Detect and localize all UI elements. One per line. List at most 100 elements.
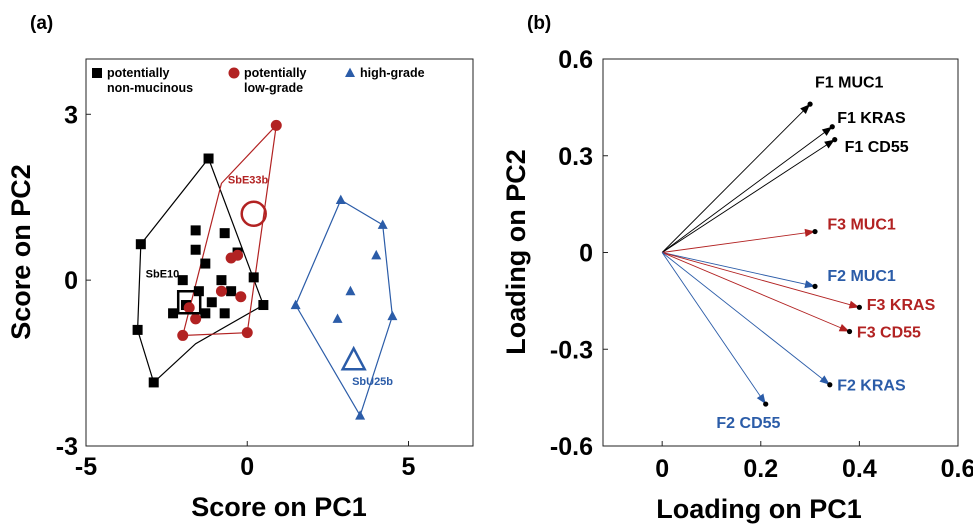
y-tick-label: 0.6 xyxy=(558,46,593,74)
vector-f2-muc1-line xyxy=(662,252,816,287)
vector-f1-muc1-arrowhead xyxy=(800,104,811,115)
potentially-low-grade-point xyxy=(190,313,202,325)
vector-f1-cd55-label: F1 CD55 xyxy=(845,139,909,156)
vector-f1-kras-label: F1 KRAS xyxy=(837,110,906,127)
vector-f1-muc1-line xyxy=(661,103,811,253)
vector-f2-kras-tip xyxy=(827,382,833,388)
panel-a-highlighted-samples: SbE33b SbE10 SbU25b xyxy=(146,174,394,388)
high-grade-point xyxy=(377,219,388,229)
potentially-non-mucinous-point xyxy=(203,153,214,164)
panel-b-ylabel: Loading on PC2 xyxy=(501,149,531,355)
x-tick-label: 0 xyxy=(655,455,669,483)
panel-a-ylabel: Score on PC2 xyxy=(6,164,36,340)
vector-f2-cd55-label: F2 CD55 xyxy=(716,415,780,432)
potentially-non-mucinous-point xyxy=(177,275,188,286)
high-grade-point xyxy=(371,249,382,260)
potentially-non-mucinous-point xyxy=(226,286,237,297)
x-tick-label: 5 xyxy=(402,453,416,481)
legend-potentially-low-grade-marker xyxy=(228,67,240,79)
vector-f1-kras-arrowhead xyxy=(821,126,833,136)
y-tick-label: 0 xyxy=(64,267,78,295)
panel-a-legend: potentiallynon-mucinouspotentiallylow-gr… xyxy=(92,66,425,95)
vector-f3-cd55-tip xyxy=(846,328,853,335)
potentially-non-mucinous-point xyxy=(135,239,146,250)
y-tick-label: -0.6 xyxy=(550,433,593,461)
vector-f3-kras-label: F3 KRAS xyxy=(867,297,936,314)
vector-f2-kras-line xyxy=(661,252,831,386)
potentially-low-grade-point xyxy=(270,119,282,131)
vector-f3-muc1-line xyxy=(662,231,816,253)
x-tick-label: 0.6 xyxy=(941,455,973,483)
y-tick-label: 3 xyxy=(64,101,78,129)
high-grade-point xyxy=(355,410,366,420)
high-grade-point xyxy=(332,313,343,323)
legend-potentially-non-mucinous-marker xyxy=(92,68,102,78)
highlight-sbu25b-marker xyxy=(340,345,367,371)
legend-high-grade-marker xyxy=(345,67,355,78)
vector-f2-cd55-line xyxy=(661,252,767,405)
vector-f3-muc1-arrowhead xyxy=(804,228,816,237)
potentially-low-grade-point xyxy=(241,327,253,339)
potentially-low-grade-point xyxy=(177,329,189,341)
vector-f2-kras-arrowhead xyxy=(819,375,830,385)
potentially-non-mucinous-point xyxy=(200,258,211,269)
panel-b-label: (b) xyxy=(527,13,551,34)
highlight-sbe33b-label: SbE33b xyxy=(228,174,269,186)
panel-b-vectors: F1 MUC1 F1 KRAS F1 CD55 F3 MUC1 F2 MUC1 F3 KR… xyxy=(661,75,936,432)
potentially-non-mucinous-point xyxy=(216,275,227,286)
panel-b-ticks: 0 0.2 0.4 0.6 0.6 0.3 0 -0.3 -0.6 xyxy=(550,46,973,483)
x-tick-label: 0.2 xyxy=(743,455,778,483)
panel-a-xlabel: Score on PC1 xyxy=(191,492,367,522)
y-tick-label: 0.3 xyxy=(558,143,593,171)
potentially-non-mucinous-point xyxy=(168,308,179,319)
vector-f1-cd55-arrowhead xyxy=(824,139,835,149)
vector-f2-muc1-arrowhead xyxy=(804,280,816,289)
highlight-sbe10-label: SbE10 xyxy=(146,268,180,280)
potentially-non-mucinous-point xyxy=(200,308,211,319)
vector-f1-muc1-tip xyxy=(807,101,813,107)
potentially-non-mucinous-point xyxy=(148,377,159,388)
potentially-non-mucinous-point xyxy=(190,244,201,255)
potentially-non-mucinous-point xyxy=(132,324,143,335)
panel-a-ticks: -5 0 5 -3 0 3 xyxy=(56,101,416,481)
potentially-non-mucinous-point xyxy=(248,272,259,283)
vector-f2-muc1-label: F2 MUC1 xyxy=(827,268,896,285)
vector-f3-kras-line xyxy=(662,252,860,308)
high-grade-point xyxy=(345,285,356,296)
vector-f1-cd55-tip xyxy=(832,137,838,143)
vector-f3-kras-tip xyxy=(856,304,862,310)
potentially-non-mucinous-point xyxy=(206,297,217,308)
vector-f2-cd55-arrowhead xyxy=(756,393,766,405)
x-tick-label: -5 xyxy=(75,453,97,481)
high-grade-point xyxy=(387,310,398,321)
legend-potentially-low-grade-label-line2: low-grade xyxy=(244,81,303,95)
highlight-sbe10-marker xyxy=(176,290,202,315)
panel-a: (a) SbE33b SbE10 SbU25b -5 0 5 -3 0 3 potential… xyxy=(6,13,474,522)
high-grade-point xyxy=(335,194,346,205)
y-tick-label: -3 xyxy=(56,433,78,461)
legend-potentially-non-mucinous-label: potentially xyxy=(107,66,170,80)
x-tick-label: 0 xyxy=(240,453,254,481)
highlight-sbu25b-label: SbU25b xyxy=(352,376,393,388)
vector-f2-muc1-tip xyxy=(812,283,818,289)
vector-f3-muc1-tip xyxy=(812,228,818,235)
potentially-non-mucinous-point xyxy=(219,308,230,319)
y-tick-label: -0.3 xyxy=(550,336,593,364)
panel-b-xlabel: Loading on PC1 xyxy=(656,494,862,524)
potentially-non-mucinous-point xyxy=(258,300,269,311)
vector-f3-cd55-arrowhead xyxy=(838,323,850,332)
high-grade-hull xyxy=(294,199,393,418)
vector-f1-kras-tip xyxy=(829,124,835,130)
highlight-sbe33b-marker xyxy=(240,200,267,228)
panel-a-label: (a) xyxy=(30,13,53,34)
vector-f3-kras-arrowhead xyxy=(848,300,860,309)
vector-f2-cd55-tip xyxy=(763,401,769,407)
legend-high-grade-label: high-grade xyxy=(360,66,425,80)
potentially-low-grade-point xyxy=(215,285,227,297)
potentially-low-grade-point xyxy=(235,291,247,303)
vector-f1-kras-line xyxy=(661,126,833,253)
vector-f2-kras-label: F2 KRAS xyxy=(837,378,906,395)
potentially-low-grade-point xyxy=(232,249,244,261)
